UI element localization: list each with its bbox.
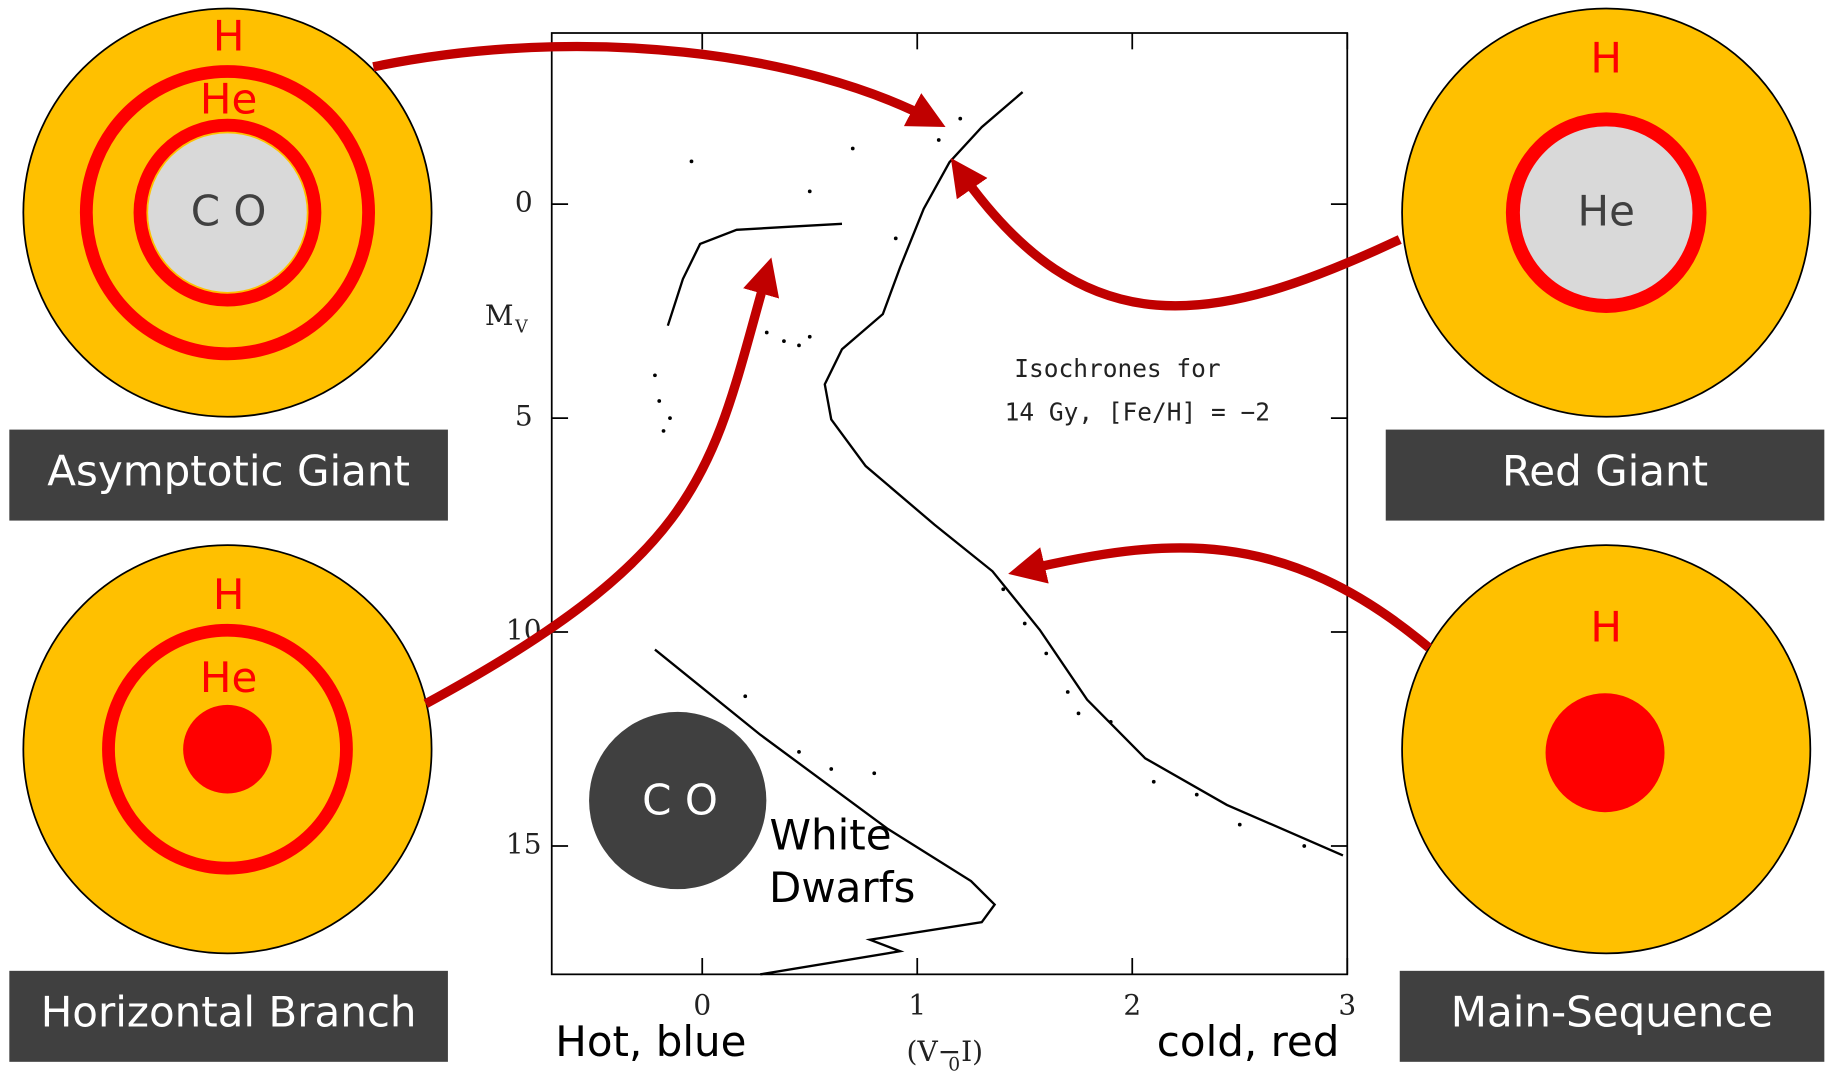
- x-tick-label: 3: [1338, 988, 1356, 1021]
- star-point: [765, 331, 769, 335]
- core-label: He: [1578, 186, 1635, 235]
- star-point: [829, 767, 833, 771]
- shell-label: H: [213, 570, 245, 619]
- star-point: [1195, 793, 1199, 797]
- y-axis-label: M: [485, 299, 514, 332]
- hot-label: Hot, blue: [555, 1017, 746, 1066]
- star-point: [937, 138, 941, 142]
- star-point: [653, 373, 657, 377]
- star-point: [668, 416, 672, 420]
- page: 0123051015(V−I)0MVIsochrones for14 Gy, […: [0, 0, 1829, 1075]
- core: [1546, 693, 1665, 812]
- star-point: [1044, 652, 1048, 656]
- star-point: [1152, 780, 1156, 784]
- core-label: C O: [642, 775, 718, 824]
- star-point: [1302, 844, 1306, 848]
- horizontal-branch-star: H He Horizontal Branch: [9, 545, 448, 1062]
- white-dwarf-label: Dwarfs: [769, 863, 915, 912]
- star-point: [1077, 711, 1081, 715]
- star-label: Main-Sequence: [1451, 988, 1773, 1037]
- star-point: [743, 694, 747, 698]
- cold-label: cold, red: [1157, 1017, 1340, 1066]
- annotation: 14 Gy, [Fe/H] = −2: [1005, 397, 1270, 426]
- core: [183, 705, 272, 794]
- star-point: [1066, 690, 1070, 694]
- annotation: Isochrones for: [1014, 354, 1220, 383]
- shell-label: He: [200, 653, 257, 702]
- star-point: [797, 750, 801, 754]
- star-point: [657, 399, 661, 403]
- shell-label: He: [200, 74, 257, 123]
- shell-label: H: [1590, 603, 1622, 652]
- star-point: [1109, 720, 1113, 724]
- asymptotic-giant-star: H He C O Asymptotic Giant: [9, 9, 448, 521]
- star-point: [1238, 823, 1242, 827]
- y-tick-label: 0: [515, 186, 533, 219]
- star-point: [1023, 622, 1027, 626]
- star-point: [958, 117, 962, 121]
- star-point: [662, 429, 666, 433]
- star-label: Red Giant: [1502, 446, 1708, 495]
- star-label: Horizontal Branch: [41, 988, 417, 1037]
- star-point: [782, 339, 786, 343]
- y-axis-label-sub: V: [514, 318, 528, 338]
- y-tick-label: 5: [515, 400, 533, 433]
- star-point: [894, 237, 898, 241]
- shell-label: H: [213, 11, 245, 60]
- x-axis-label-sub: 0: [948, 1054, 960, 1075]
- white-dwarf-label: White: [769, 810, 891, 859]
- red-giant-star: H He Red Giant: [1386, 9, 1825, 521]
- star-point: [851, 147, 855, 151]
- star-point: [690, 160, 694, 164]
- main-sequence-star: H Main-Sequence: [1400, 545, 1825, 1062]
- star-label: Asymptotic Giant: [47, 446, 410, 495]
- star-point: [808, 335, 812, 339]
- x-axis-label: (V−I): [907, 1035, 984, 1068]
- star-point: [872, 771, 876, 775]
- star-point: [808, 189, 812, 193]
- star-point: [1001, 587, 1005, 591]
- x-tick-label: 1: [908, 988, 926, 1021]
- y-tick-label: 15: [506, 827, 542, 860]
- core-label: C O: [191, 186, 267, 235]
- x-tick-label: 2: [1123, 988, 1141, 1021]
- star-point: [797, 343, 801, 347]
- shell-label: H: [1590, 34, 1622, 83]
